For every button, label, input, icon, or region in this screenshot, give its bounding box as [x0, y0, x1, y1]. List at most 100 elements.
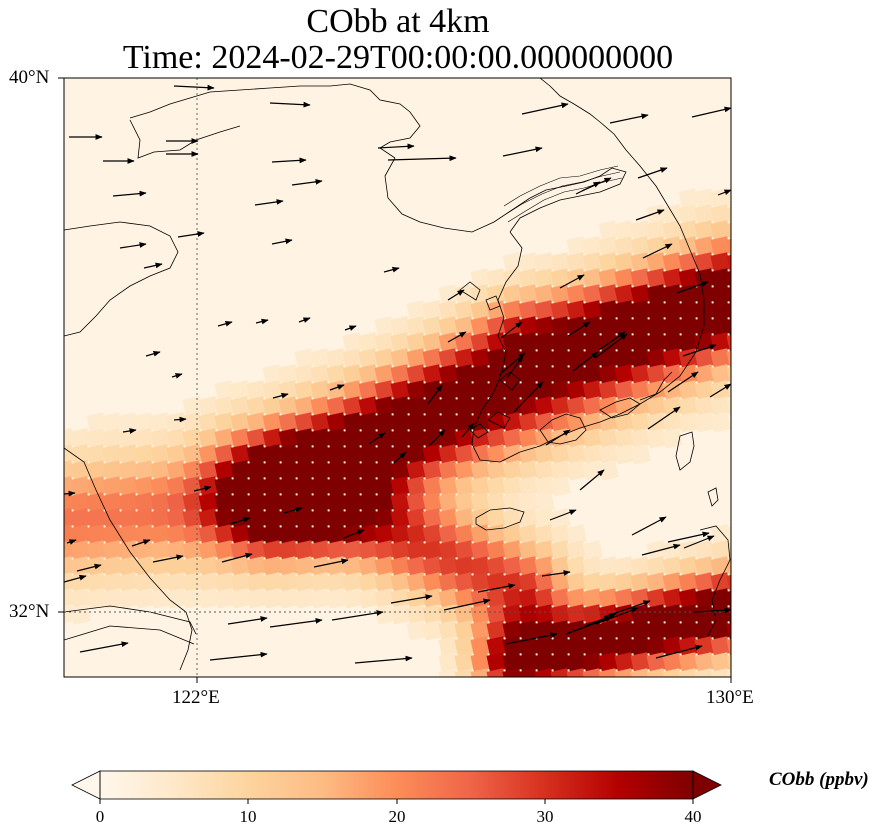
field-cell: [566, 428, 587, 449]
field-cell: [534, 380, 555, 401]
field-cell: [374, 396, 395, 417]
field-cell: [166, 412, 187, 433]
field-cell: [454, 348, 475, 369]
field-cell: [102, 460, 123, 481]
field-cell: [150, 444, 171, 465]
field-cell: [662, 252, 683, 273]
field-cell: [294, 412, 315, 433]
title-line-1: CObb at 4km: [306, 3, 490, 40]
field-cell: [582, 268, 603, 289]
field-cell: [358, 492, 379, 513]
field-cell: [662, 300, 683, 321]
field-cell: [134, 540, 155, 561]
field-cell: [326, 444, 347, 465]
field-cell: [662, 268, 683, 289]
field-cell: [262, 364, 283, 385]
field-cell: [390, 348, 411, 369]
field-cell: [278, 540, 299, 561]
field-cell: [278, 508, 299, 529]
lat-label-40: 40°N: [9, 67, 50, 88]
field-cell: [390, 604, 411, 625]
field-cell: [502, 524, 523, 545]
field-cell: [518, 396, 539, 417]
field-cell: [566, 348, 587, 369]
field-cell: [64, 508, 75, 529]
field-cell: [214, 380, 235, 401]
field-cell: [230, 492, 251, 513]
field-cell: [710, 316, 731, 337]
field-cell: [566, 524, 587, 545]
field-cell: [102, 572, 123, 593]
field-cell: [582, 300, 603, 321]
field-cell: [438, 380, 459, 401]
field-cell: [262, 444, 283, 465]
field-cell: [374, 316, 395, 337]
field-cell: [486, 476, 507, 497]
field-cell: [470, 316, 491, 337]
field-cell: [326, 588, 347, 609]
field-cell: [422, 444, 443, 465]
field-cell: [230, 412, 251, 433]
field-cell: [694, 636, 715, 657]
field-cell: [310, 460, 331, 481]
wind-arrow: [559, 274, 585, 289]
field-cell: [582, 412, 603, 433]
field-cell: [662, 652, 683, 673]
field-cell: [534, 508, 555, 529]
field-cell: [662, 316, 683, 337]
field-cell: [582, 540, 603, 561]
field-cell: [358, 508, 379, 529]
field-cell: [710, 268, 731, 289]
field-cell: [598, 236, 619, 257]
field-cell: [694, 412, 715, 433]
field-cell: [662, 396, 683, 417]
field-cell: [630, 572, 651, 593]
field-cell: [486, 364, 507, 385]
wind-arrow: [255, 318, 269, 325]
field-cell: [422, 316, 443, 337]
field-cell: [566, 604, 587, 625]
field-cell: [710, 652, 731, 673]
field-cell: [710, 524, 731, 545]
wind-arrow: [461, 422, 475, 438]
field-cell: [598, 636, 619, 657]
field-cell: [310, 556, 331, 577]
field-cell: [662, 284, 683, 305]
field-cell: [470, 444, 491, 465]
wind-arrow: [641, 543, 681, 556]
field-cell: [614, 556, 635, 577]
wind-arrow: [506, 355, 524, 379]
wind-arrow: [354, 655, 413, 664]
field-cell: [614, 636, 635, 657]
field-cell: [678, 316, 699, 337]
field-cell: [630, 332, 651, 353]
field-cell: [486, 668, 507, 677]
field-cell: [486, 620, 507, 641]
field-cell: [422, 572, 443, 593]
field-cell: [534, 476, 555, 497]
field-cell: [470, 668, 491, 677]
field-cell: [326, 540, 347, 561]
field-cell: [678, 588, 699, 609]
field-cell: [566, 284, 587, 305]
field-cell: [374, 476, 395, 497]
field-cell: [390, 572, 411, 593]
field-cell: [374, 332, 395, 353]
field-cell: [150, 492, 171, 513]
field-cell: [694, 188, 715, 209]
colorbar-extend-high: [692, 770, 722, 800]
field-cell: [518, 460, 539, 481]
field-cell: [454, 428, 475, 449]
field-cell: [470, 556, 491, 577]
field-cell: [470, 460, 491, 481]
field-cell: [614, 300, 635, 321]
field-cell: [150, 476, 171, 497]
field-cell: [422, 588, 443, 609]
field-cell: [70, 508, 91, 529]
field-cell: [550, 604, 571, 625]
field-cell: [726, 316, 731, 337]
colorbar-tick-30: 30: [536, 807, 554, 826]
field-cell: [64, 444, 75, 465]
field-cell: [70, 604, 91, 625]
field-cell: [230, 396, 251, 417]
